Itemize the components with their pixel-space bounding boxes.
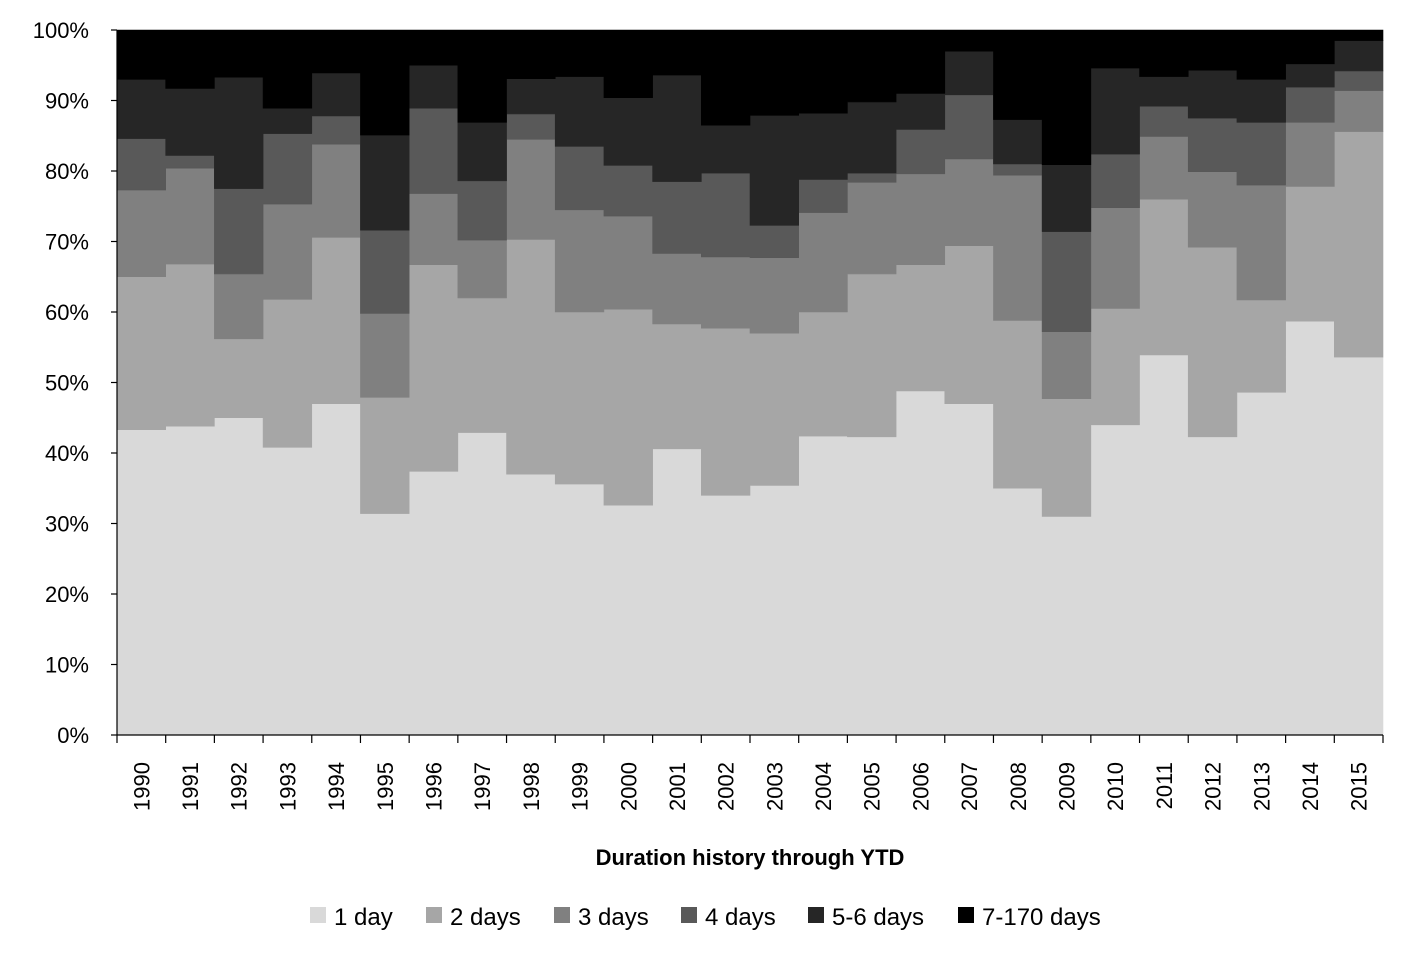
x-axis-label: Duration history through YTD bbox=[596, 845, 905, 870]
x-tick-label: 2006 bbox=[908, 762, 933, 811]
x-tick-label: 1990 bbox=[129, 762, 154, 811]
x-tick-label: 2001 bbox=[665, 762, 690, 811]
legend-item: 7-170 days bbox=[958, 904, 1101, 931]
x-tick-label: 1991 bbox=[178, 762, 203, 811]
legend-item: 4 days bbox=[681, 904, 776, 931]
legend-swatch bbox=[310, 907, 326, 923]
legend-item: 5-6 days bbox=[808, 904, 924, 931]
legend-swatch bbox=[554, 907, 570, 923]
x-tick-label: 2012 bbox=[1201, 762, 1226, 811]
legend-label: 2 days bbox=[450, 904, 521, 931]
x-tick-label: 2005 bbox=[860, 762, 885, 811]
series-area-7-170-days bbox=[116, 29, 1384, 165]
y-tick-label: 30% bbox=[45, 512, 89, 537]
legend-swatch bbox=[808, 907, 824, 923]
x-tick-label: 2011 bbox=[1152, 762, 1177, 809]
x-tick-label: 2009 bbox=[1055, 762, 1080, 811]
x-tick-label: 2007 bbox=[957, 762, 982, 811]
legend-label: 3 days bbox=[578, 904, 649, 931]
axes bbox=[111, 29, 1384, 743]
x-tick-label: 1997 bbox=[470, 762, 495, 811]
y-tick-label: 50% bbox=[45, 371, 89, 396]
legend-item: 1 day bbox=[310, 904, 393, 931]
x-tick-label: 1992 bbox=[227, 762, 252, 811]
y-tick-label: 60% bbox=[45, 300, 89, 325]
x-tick-label: 1995 bbox=[373, 762, 398, 811]
y-tick-label: 70% bbox=[45, 230, 89, 255]
x-tick-label: 1993 bbox=[275, 762, 300, 811]
x-tick-label: 2002 bbox=[714, 762, 739, 811]
legend-label: 1 day bbox=[334, 904, 393, 931]
y-tick-label: 90% bbox=[45, 89, 89, 114]
x-tick-label: 1999 bbox=[568, 762, 593, 811]
legend-item: 3 days bbox=[554, 904, 649, 931]
x-tick-label: 2014 bbox=[1298, 762, 1323, 811]
plot-areas bbox=[116, 29, 1384, 736]
y-tick-label: 80% bbox=[45, 159, 89, 184]
legend-label: 4 days bbox=[705, 904, 776, 931]
legend-swatch bbox=[426, 907, 442, 923]
x-tick-label: 2015 bbox=[1347, 762, 1372, 811]
y-tick-labels: 0% 10% 20% 30% 40% 50% 60% 70% 80% 90% 100% bbox=[33, 18, 89, 748]
x-tick-label: 1996 bbox=[422, 762, 447, 811]
x-tick-label: 1998 bbox=[519, 762, 544, 811]
legend-label: 5-6 days bbox=[832, 904, 924, 931]
x-tick-label: 2000 bbox=[616, 762, 641, 811]
x-tick-label: 2008 bbox=[1006, 762, 1031, 811]
x-tick-label: 2010 bbox=[1103, 762, 1128, 811]
legend-swatch bbox=[958, 907, 974, 923]
y-tick-label: 100% bbox=[33, 18, 89, 43]
x-tick-label: 2003 bbox=[762, 762, 787, 811]
y-tick-label: 20% bbox=[45, 582, 89, 607]
legend: 1 day 2 days 3 days 4 days 5-6 days 7-170 day… bbox=[310, 904, 1101, 931]
legend-swatch bbox=[681, 907, 697, 923]
y-tick-label: 10% bbox=[45, 653, 89, 678]
x-tick-label: 2004 bbox=[811, 762, 836, 811]
y-tick-label: 40% bbox=[45, 441, 89, 466]
legend-item: 2 days bbox=[426, 904, 521, 931]
legend-label: 7-170 days bbox=[982, 904, 1101, 931]
x-tick-label: 2013 bbox=[1249, 762, 1274, 811]
y-tick-label: 0% bbox=[57, 723, 89, 748]
x-tick-label: 1994 bbox=[324, 762, 349, 811]
x-tick-labels: 1990 1991 1992 1993 1994 1995 1996 1997 1998 1999… bbox=[129, 762, 1371, 811]
